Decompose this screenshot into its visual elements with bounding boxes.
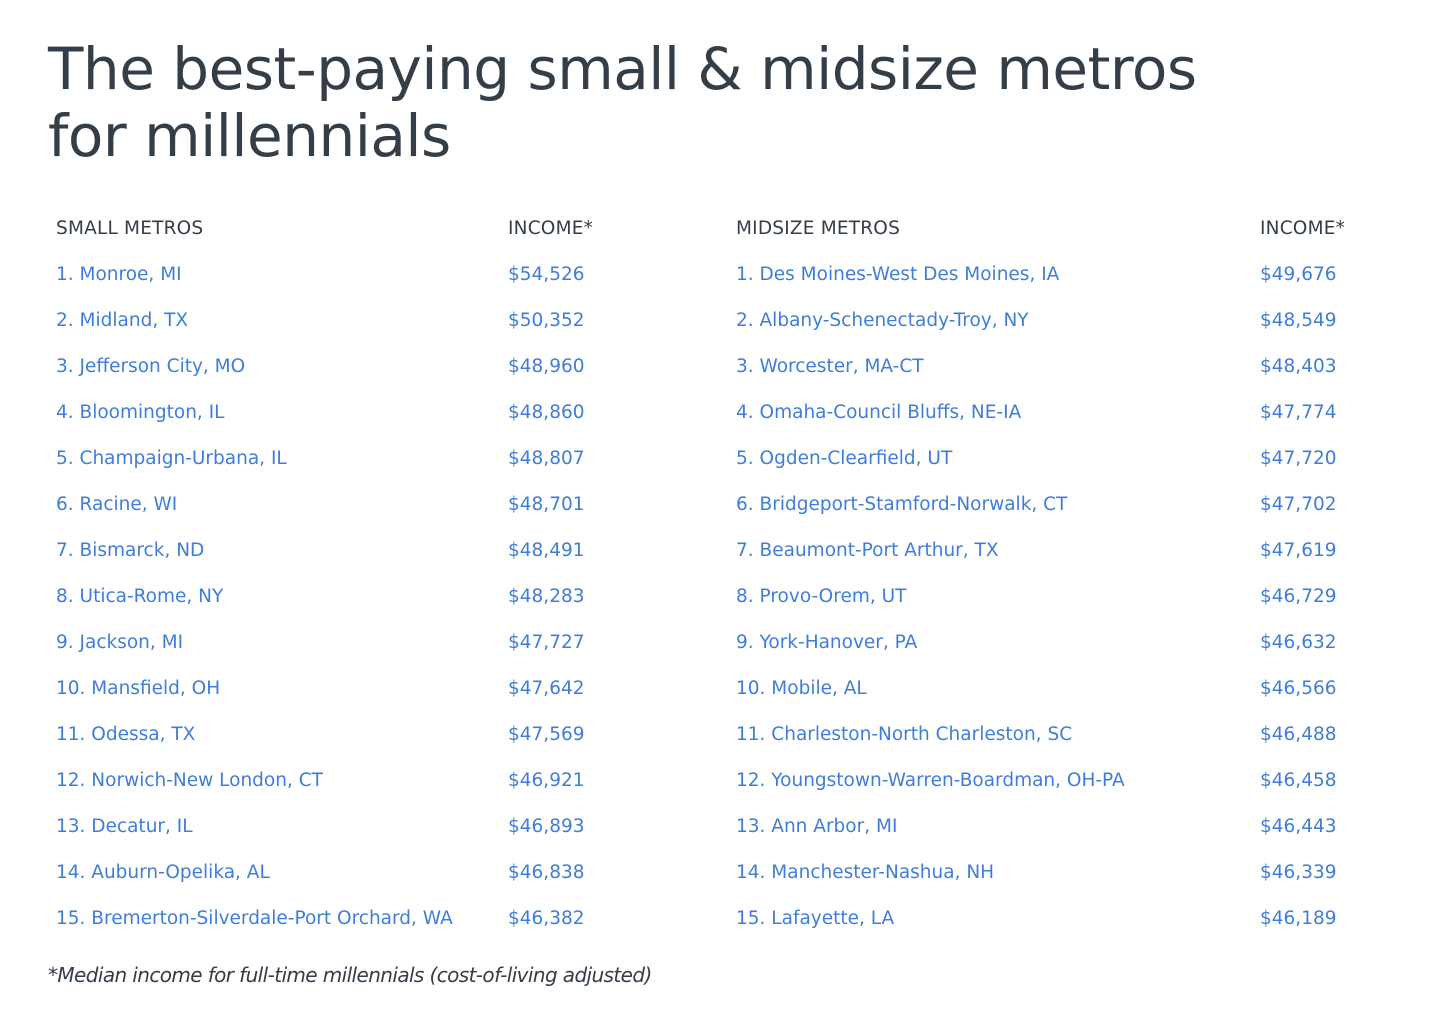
header-midsize-metros: MIDSIZE METROS [736, 218, 901, 239]
small-metro-name: 15. Bremerton-Silverdale-Port Orchard, W… [56, 908, 453, 929]
small-metro-income: $46,921 [508, 770, 585, 791]
midsize-metro-income: $46,458 [1260, 770, 1337, 791]
midsize-metro-name: 3. Worcester, MA-CT [736, 356, 924, 377]
midsize-metro-name: 10. Mobile, AL [736, 678, 867, 699]
midsize-metro-name: 13. Ann Arbor, MI [736, 816, 898, 837]
table-row: 12. Norwich-New London, CT $46,921 12. You… [56, 758, 1396, 804]
small-metro-name: 14. Auburn-Opelika, AL [56, 862, 270, 883]
table-row: 4. Bloomington, IL $48,860 4. Omaha-Counci… [56, 390, 1396, 436]
small-metro-name: 11. Odessa, TX [56, 724, 196, 745]
small-metro-income: $47,642 [508, 678, 585, 699]
small-metro-income: $48,807 [508, 448, 585, 469]
table-row: 14. Auburn-Opelika, AL $46,838 14. Manches… [56, 850, 1396, 896]
header-midsize-income: INCOME* [1260, 218, 1346, 239]
small-metro-name: 4. Bloomington, IL [56, 402, 225, 423]
small-metro-income: $50,352 [508, 310, 585, 331]
table-row: 13. Decatur, IL $46,893 13. Ann Arbor, MI $… [56, 804, 1396, 850]
table-row: 9. Jackson, MI $47,727 9. York-Hanover, PA… [56, 620, 1396, 666]
small-metro-income: $48,491 [508, 540, 585, 561]
small-metro-income: $48,860 [508, 402, 585, 423]
table-body: 1. Monroe, MI $54,526 1. Des Moines-West D… [56, 252, 1396, 942]
small-metro-name: 9. Jackson, MI [56, 632, 184, 653]
midsize-metro-income: $46,339 [1260, 862, 1337, 883]
table-row: 10. Mansfield, OH $47,642 10. Mobile, AL $4… [56, 666, 1396, 712]
table-row: 5. Champaign-Urbana, IL $48,807 5. Ogden-C… [56, 436, 1396, 482]
midsize-metro-name: 14. Manchester-Nashua, NH [736, 862, 995, 883]
table-row: 7. Bismarck, ND $48,491 7. Beaumont-Port A… [56, 528, 1396, 574]
small-metro-income: $54,526 [508, 264, 585, 285]
midsize-metro-name: 2. Albany-Schenectady-Troy, NY [736, 310, 1029, 331]
small-metro-name: 5. Champaign-Urbana, IL [56, 448, 287, 469]
midsize-metro-name: 1. Des Moines-West Des Moines, IA [736, 264, 1060, 285]
midsize-metro-income: $46,566 [1260, 678, 1337, 699]
midsize-metro-name: 12. Youngstown-Warren-Boardman, OH-PA [736, 770, 1125, 791]
table-row: 3. Jefferson City, MO $48,960 3. Worcester… [56, 344, 1396, 390]
midsize-metro-name: 7. Beaumont-Port Arthur, TX [736, 540, 999, 561]
midsize-metro-income: $46,729 [1260, 586, 1337, 607]
small-metro-name: 2. Midland, TX [56, 310, 189, 331]
midsize-metro-name: 15. Lafayette, LA [736, 908, 895, 929]
midsize-metro-income: $49,676 [1260, 264, 1337, 285]
midsize-metro-income: $48,549 [1260, 310, 1337, 331]
midsize-metro-name: 8. Provo-Orem, UT [736, 586, 907, 607]
table-row: 6. Racine, WI $48,701 6. Bridgeport-Stamfo… [56, 482, 1396, 528]
small-metro-income: $46,893 [508, 816, 585, 837]
header-small-income: INCOME* [508, 218, 594, 239]
small-metro-income: $48,701 [508, 494, 585, 515]
midsize-metro-name: 11. Charleston-North Charleston, SC [736, 724, 1073, 745]
metros-table: SMALL METROS INCOME* MIDSIZE METROS INCO… [56, 206, 1396, 942]
midsize-metro-income: $47,774 [1260, 402, 1337, 423]
small-metro-name: 10. Mansfield, OH [56, 678, 221, 699]
table-row: 8. Utica-Rome, NY $48,283 8. Provo-Orem, U… [56, 574, 1396, 620]
header-small-metros: SMALL METROS [56, 218, 204, 239]
small-metro-name: 3. Jefferson City, MO [56, 356, 246, 377]
small-metro-income: $46,838 [508, 862, 585, 883]
midsize-metro-income: $46,189 [1260, 908, 1337, 929]
small-metro-income: $47,569 [508, 724, 585, 745]
midsize-metro-income: $47,720 [1260, 448, 1337, 469]
table-row: 11. Odessa, TX $47,569 11. Charleston-Nort… [56, 712, 1396, 758]
midsize-metro-income: $46,443 [1260, 816, 1337, 837]
midsize-metro-name: 6. Bridgeport-Stamford-Norwalk, CT [736, 494, 1068, 515]
small-metro-name: 8. Utica-Rome, NY [56, 586, 224, 607]
small-metro-name: 13. Decatur, IL [56, 816, 193, 837]
small-metro-income: $47,727 [508, 632, 585, 653]
small-metro-income: $48,960 [508, 356, 585, 377]
midsize-metro-income: $47,619 [1260, 540, 1337, 561]
midsize-metro-name: 4. Omaha-Council Bluffs, NE-IA [736, 402, 1022, 423]
small-metro-income: $46,382 [508, 908, 585, 929]
midsize-metro-income: $46,632 [1260, 632, 1337, 653]
midsize-metro-name: 5. Ogden-Clearfield, UT [736, 448, 953, 469]
table-row: 15. Bremerton-Silverdale-Port Orchard, W… [56, 896, 1396, 942]
small-metro-name: 1. Monroe, MI [56, 264, 182, 285]
midsize-metro-income: $47,702 [1260, 494, 1337, 515]
small-metro-name: 7. Bismarck, ND [56, 540, 205, 561]
small-metro-income: $48,283 [508, 586, 585, 607]
small-metro-name: 12. Norwich-New London, CT [56, 770, 323, 791]
table-row: 1. Monroe, MI $54,526 1. Des Moines-West D… [56, 252, 1396, 298]
table-header-row: SMALL METROS INCOME* MIDSIZE METROS INCO… [56, 206, 1396, 252]
table-row: 2. Midland, TX $50,352 2. Albany-Schenecta… [56, 298, 1396, 344]
midsize-metro-income: $48,403 [1260, 356, 1337, 377]
midsize-metro-income: $46,488 [1260, 724, 1337, 745]
page-title: The best-paying small & midsize metros f… [48, 35, 1197, 170]
footnote: *Median income for full-time millennials… [48, 963, 652, 987]
small-metro-name: 6. Racine, WI [56, 494, 178, 515]
midsize-metro-name: 9. York-Hanover, PA [736, 632, 918, 653]
